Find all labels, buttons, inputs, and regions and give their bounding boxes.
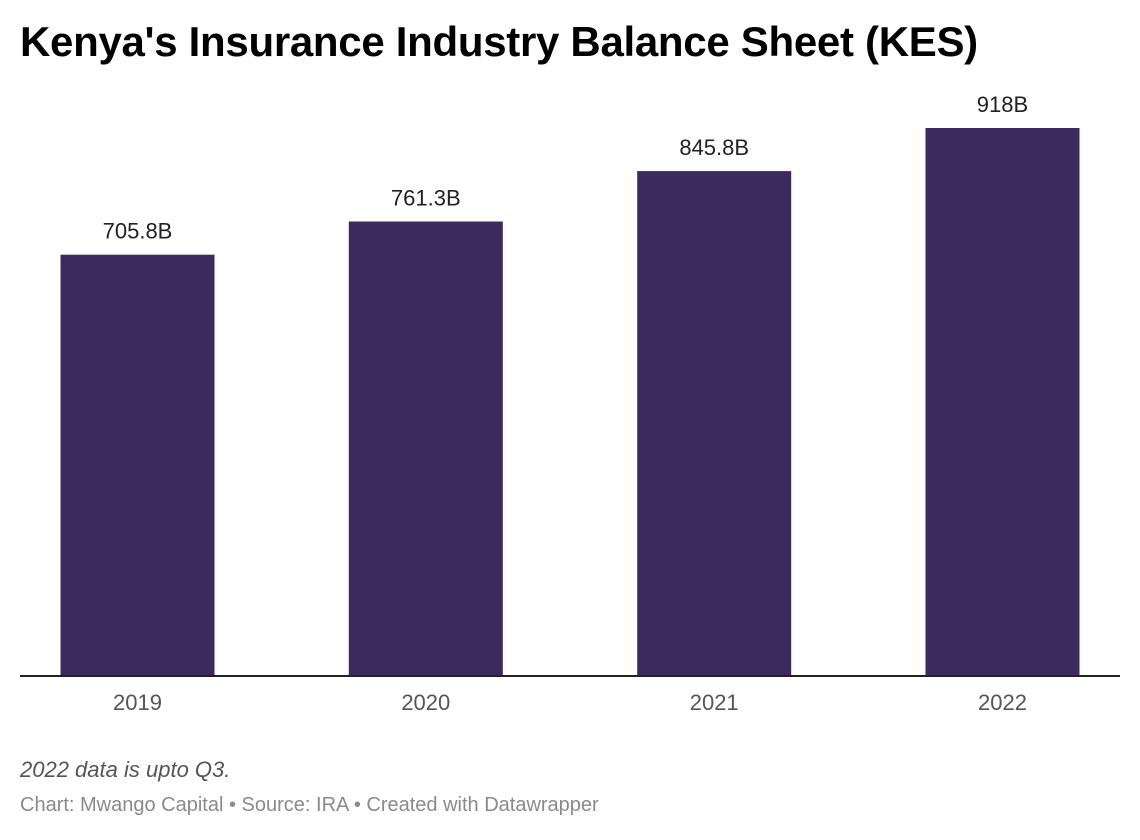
chart-title: Kenya's Insurance Industry Balance Sheet…	[20, 18, 978, 65]
bar-chart: 705.8B 2019 761.3B 2020 845.8B 2021 918B 2022	[20, 92, 1120, 715]
bar-value-label-2021: 845.8B	[679, 135, 749, 160]
x-tick-label-2020: 2020	[401, 690, 450, 715]
bar-value-label-2020: 761.3B	[391, 186, 461, 211]
bar-2019	[60, 254, 215, 676]
x-tick-label-2022: 2022	[978, 690, 1027, 715]
x-tick-label-2021: 2021	[690, 690, 739, 715]
bar-value-label-2022: 918B	[977, 92, 1028, 117]
x-tick-label-2019: 2019	[113, 690, 162, 715]
chart-note: 2022 data is upto Q3.	[20, 757, 231, 782]
bar-2021	[637, 171, 792, 676]
chart-footer: Chart: Mwango Capital • Source: IRA • Cr…	[20, 794, 599, 816]
bars-layer: 705.8B 2019 761.3B 2020 845.8B 2021 918B 2022	[60, 92, 1080, 715]
bar-value-label-2019: 705.8B	[103, 219, 173, 244]
bar-2022	[925, 128, 1080, 676]
bar-2020	[348, 221, 503, 676]
